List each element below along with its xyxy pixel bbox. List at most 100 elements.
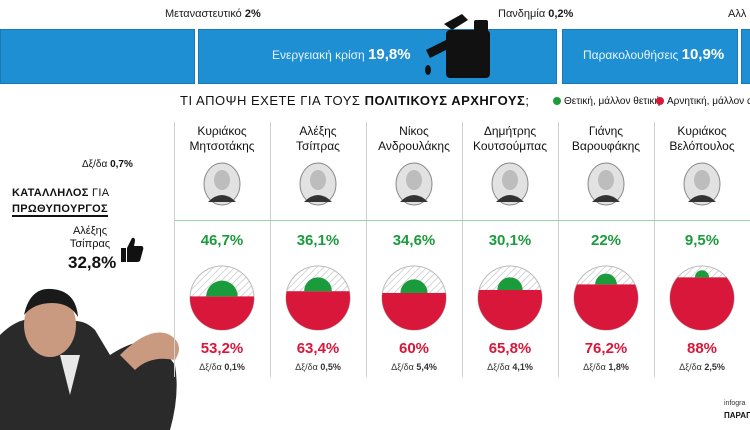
dont-know-label: Δξ/δα	[583, 362, 606, 372]
leader-first-name: Δημήτρης	[483, 124, 537, 138]
legend-negative-dot	[656, 97, 664, 106]
top-item-other: Αλλ	[728, 8, 747, 20]
opinion-circle	[381, 265, 447, 331]
suitable-title-line2: ΠΡΩΘΥΠΟΥΡΓΟΣ	[12, 203, 108, 217]
opinion-circle	[477, 265, 543, 331]
negative-segment	[190, 296, 254, 330]
negative-segment	[574, 284, 638, 330]
leader-last-name: Μητσοτάκης	[189, 139, 255, 153]
column-divider-line	[654, 220, 750, 221]
leader-name: Κυριάκος Μητσοτάκης	[177, 124, 267, 154]
column-separator	[558, 122, 559, 377]
positive-segment	[497, 277, 523, 290]
leader-avatar	[587, 162, 625, 206]
positive-value: 9,5%	[684, 232, 720, 249]
blue-item-energy: Ενεργειακή κρίση 19,8%	[272, 46, 411, 63]
suitable-title: ΚΑΤΑΛΛΗΛΟΣ ΓΙΑ	[12, 187, 110, 199]
top-item-migration: Μεταναστευτικό 2%	[165, 8, 261, 20]
leader-first-name: Κυριάκος	[677, 124, 727, 138]
suitable-dk: Δξ/δα 0,7%	[82, 159, 133, 170]
column-divider-line	[366, 220, 462, 221]
legend-positive: Θετική, μάλλον θετική	[553, 96, 660, 107]
dont-know-number: 2,5%	[704, 362, 725, 372]
opinion-circle	[285, 265, 351, 331]
dont-know-value: Δξ/δα 0,1%	[182, 362, 262, 372]
blue-box-energy	[198, 29, 557, 84]
dont-know-label: Δξ/δα	[199, 362, 222, 372]
question-title: ΤΙ ΑΠΟΨΗ ΕΧΕΤΕ ΓΙΑ ΤΟΥΣ ΠΟΛΙΤΙΚΟΥΣ ΑΡΧΗΓ…	[180, 93, 530, 108]
negative-value: 53,2%	[200, 340, 244, 357]
dont-know-label: Δξ/δα	[295, 362, 318, 372]
negative-value: 60%	[398, 340, 430, 357]
blue-item-surveillance: Παρακολουθήσεις 10,9%	[583, 46, 725, 63]
dont-know-value: Δξ/δα 0,5%	[278, 362, 358, 372]
column-divider-line	[174, 220, 270, 221]
positive-segment	[206, 280, 238, 297]
dont-know-value: Δξ/δα 4,1%	[470, 362, 550, 372]
leader-name: Δημήτρης Κουτσούμπας	[465, 124, 555, 154]
positive-segment	[400, 279, 428, 293]
dont-know-number: 5,4%	[416, 362, 437, 372]
column-divider-line	[270, 220, 366, 221]
leader-avatar	[203, 162, 241, 206]
dont-know-value: Δξ/δα 2,5%	[662, 362, 742, 372]
legend-negative: Αρνητική, μάλλον α	[656, 96, 750, 107]
leader-last-name: Τσίπρας	[296, 139, 340, 153]
positive-value: 36,1%	[296, 232, 340, 249]
positive-segment	[304, 277, 332, 292]
column-separator	[270, 122, 271, 377]
dont-know-number: 0,1%	[224, 362, 245, 372]
positive-value: 22%	[590, 232, 622, 249]
top-item-pandemic: Πανδημία 0,2%	[498, 8, 574, 20]
dont-know-label: Δξ/δα	[487, 362, 510, 372]
credit-line2: ΠΑΡΑΠ	[724, 411, 750, 420]
negative-segment	[670, 277, 734, 330]
positive-value: 46,7%	[200, 232, 244, 249]
leader-avatar	[395, 162, 433, 206]
dont-know-label: Δξ/δα	[391, 362, 414, 372]
positive-segment	[595, 273, 617, 285]
leader-avatar	[491, 162, 529, 206]
leader-name: Γιάνης Βαρουφάκης	[561, 124, 651, 154]
dont-know-label: Δξ/δα	[679, 362, 702, 372]
leader-name: Νίκος Ανδρουλάκης	[369, 124, 459, 154]
blue-box-right	[741, 29, 750, 84]
column-separator	[174, 122, 175, 377]
leader-avatar	[683, 162, 721, 206]
negative-value: 88%	[686, 340, 718, 357]
negative-segment	[286, 291, 350, 330]
leader-first-name: Νίκος	[399, 124, 429, 138]
leader-first-name: Γιάνης	[588, 124, 624, 138]
negative-value: 63,4%	[296, 340, 340, 357]
blue-box-surveillance	[562, 29, 738, 84]
blue-box-left	[0, 29, 195, 84]
column-separator	[366, 122, 367, 377]
dont-know-number: 1,8%	[608, 362, 629, 372]
dont-know-number: 4,1%	[512, 362, 533, 372]
legend-positive-dot	[553, 97, 561, 106]
leader-last-name: Ανδρουλάκης	[378, 139, 450, 153]
fuel-can-icon	[425, 14, 490, 78]
leader-last-name: Βελόπουλος	[669, 139, 735, 153]
dont-know-value: Δξ/δα 1,8%	[566, 362, 646, 372]
leader-name: Κυριάκος Βελόπουλος	[657, 124, 747, 154]
leader-last-name: Κουτσούμπας	[472, 139, 548, 153]
leader-photo	[0, 288, 179, 430]
opinion-circle	[189, 265, 255, 331]
suitable-value: 32,8%	[68, 253, 117, 272]
positive-segment	[694, 270, 710, 278]
column-divider-line	[558, 220, 654, 221]
positive-value: 30,1%	[488, 232, 532, 249]
column-separator	[462, 122, 463, 377]
credit-line1: infogra	[724, 400, 746, 407]
opinion-circle	[573, 265, 639, 331]
leader-avatar	[299, 162, 337, 206]
leader-first-name: Κυριάκος	[197, 124, 247, 138]
opinion-circle	[669, 265, 735, 331]
positive-value: 34,6%	[392, 232, 436, 249]
column-divider-line	[462, 220, 558, 221]
leader-last-name: Βαρουφάκης	[571, 139, 641, 153]
dont-know-value: Δξ/δα 5,4%	[374, 362, 454, 372]
dont-know-number: 0,5%	[320, 362, 341, 372]
column-separator	[654, 122, 655, 377]
